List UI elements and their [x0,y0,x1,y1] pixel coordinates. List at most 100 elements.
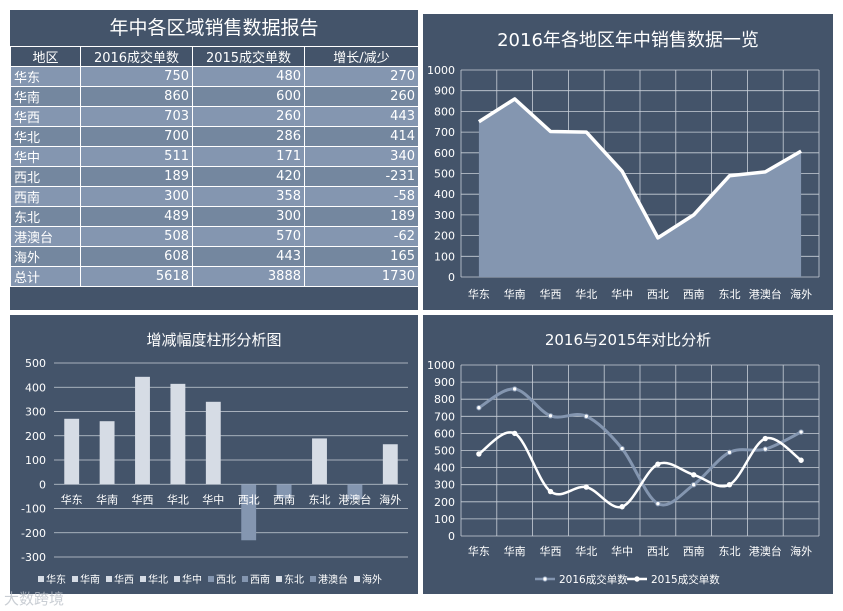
header-2016: 2016成交单数 [80,46,193,67]
bar [241,484,257,541]
bar-chart: 增减幅度柱形分析图-300-200-1000100200300400500华东华… [21,331,408,586]
table-row: 西北 189 420 -231 [10,166,419,187]
legend-label: 海外 [362,573,382,586]
table-row: 西南 300 358 -58 [10,186,419,207]
y-tick-label: 900 [434,376,455,389]
data-point [547,488,554,495]
x-tick-label: 海外 [790,287,812,301]
y-tick-label: 600 [434,427,455,440]
y-tick-label: 100 [434,250,455,263]
header-change: 增长/减少 [304,46,419,67]
data-point [798,457,804,463]
data-point [583,413,590,420]
y-tick-label: 400 [25,381,46,394]
table-cell: -231 [304,166,419,187]
x-tick-label: 华南 [504,287,526,301]
table-row: 华西 703 260 443 [10,106,419,127]
y-tick-label: 700 [434,126,455,139]
legend-swatch [310,576,316,582]
x-tick-label: 西南 [683,545,705,558]
table-cell: -62 [304,226,419,247]
x-tick-label: 东北 [309,493,331,506]
legend-swatch [140,576,146,582]
table-total-cell: 5618 [80,266,193,287]
legend-label: 华南 [80,573,100,586]
sales-table-panel: 年中各区域销售数据报告 地区 2016成交单数 2015成交单数 增长/减少 华… [10,10,419,310]
y-tick-label: 100 [434,513,455,526]
table-row: 华中 511 171 340 [10,146,419,167]
legend-swatch [106,576,112,582]
y-tick-label: 200 [434,230,455,243]
y-tick-label: 500 [434,445,455,458]
table-cell: 300 [192,206,305,227]
x-tick-label: 华北 [167,492,189,506]
x-tick-label: 华中 [611,544,633,558]
y-tick-label: 600 [434,147,455,160]
table-cell: 西南 [10,186,81,207]
watermark-text: 大数跨境 [4,590,65,608]
table-cell: 300 [80,186,193,207]
table-cell: 860 [80,86,193,107]
chart-title: 2016年各地区年中销售数据一览 [497,30,759,51]
table-total-row: 总计 5618 3888 1730 [10,266,419,287]
legend-swatch [276,576,282,582]
area-chart-panel: 2016年各地区年中销售数据一览 0 100 200 300 400 500 600 700 80… [423,14,833,310]
table-cell: 270 [304,66,419,87]
table-cell: 600 [192,86,305,107]
table-cell: 海外 [10,246,81,267]
table-cell: 165 [304,246,419,267]
x-tick-label: 西北 [647,545,669,558]
x-tick-label: 海外 [790,544,812,558]
y-tick-label: 400 [434,188,455,201]
data-point [476,405,482,411]
table-cell: 443 [304,106,419,127]
y-tick-label: 0 [448,271,455,284]
area-chart: 2016年各地区年中销售数据一览 0 100 200 300 400 500 600 700 80… [427,30,820,301]
table-cell: 286 [192,126,305,147]
x-tick-label: 港澳台 [749,287,782,301]
data-point [691,472,697,478]
table-cell: 华中 [10,146,81,167]
y-tick-label: 1000 [427,359,455,372]
table-row: 华南 860 600 260 [10,86,419,107]
legend-label: 2015成交单数 [651,573,720,586]
data-point [583,484,590,490]
bar [347,484,363,500]
legend-label: 华北 [148,573,168,586]
x-tick-label: 西南 [683,288,705,301]
y-tick-label: 900 [434,85,455,98]
y-tick-label: 1000 [427,64,455,77]
table-row: 华东 750 480 270 [10,66,419,87]
legend-swatch [242,576,248,582]
y-tick-label: -100 [21,503,46,516]
x-tick-label: 华中 [202,492,224,506]
y-tick-label: 300 [25,406,46,419]
x-tick-label: 华东 [61,492,83,506]
data-point [655,500,661,507]
x-tick-label: 西南 [273,493,295,506]
table-cell: 260 [192,106,305,127]
legend-marker [542,576,548,582]
data-point [726,449,733,456]
x-tick-label: 华东 [468,287,490,301]
x-tick-label: 西北 [647,288,669,301]
x-tick-label: 港澳台 [749,544,782,558]
table-cell: 703 [80,106,193,127]
table-title: 年中各区域销售数据报告 [109,17,319,39]
table-row: 港澳台 508 570 -62 [10,226,419,247]
legend-label: 西北 [216,574,236,586]
data-point [655,461,661,467]
x-tick-label: 港澳台 [338,492,371,506]
legend-label: 东北 [284,573,304,586]
table-cell: 华东 [10,66,81,87]
data-point [547,413,554,419]
series-line [478,387,802,507]
data-point [512,386,518,392]
data-point [726,482,733,488]
legend-label: 华中 [182,573,202,586]
y-tick-label: 0 [448,530,455,543]
comparison-chart-panel: 2016与2015年对比分析 0 100 200 300 400 500 600 700 800 9… [423,315,833,594]
table-cell: 港澳台 [10,226,81,247]
data-point [798,429,804,435]
table-cell: 华北 [10,126,81,147]
